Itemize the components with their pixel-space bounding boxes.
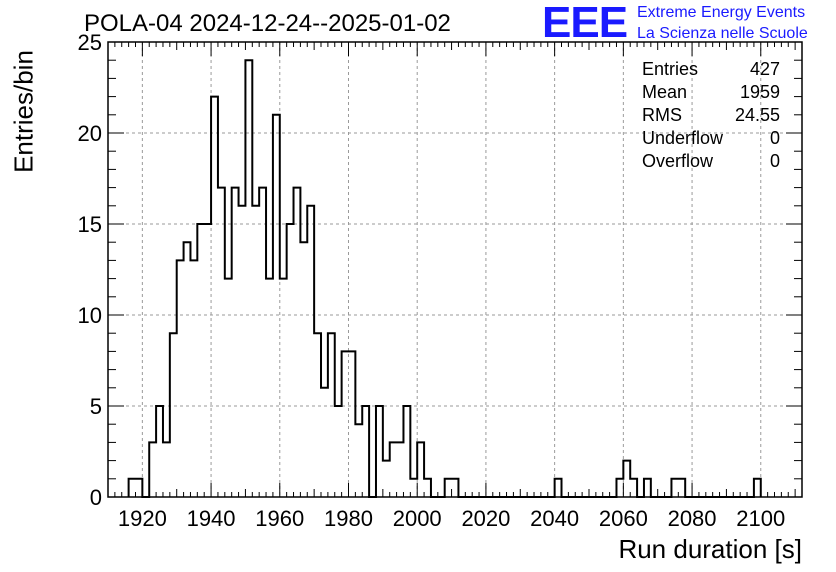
histogram-bin (754, 479, 761, 497)
stats-row-overflow: Overflow 0 (642, 150, 780, 173)
histogram-bin (644, 479, 651, 497)
stats-label: Overflow (642, 151, 714, 171)
histogram-bin (163, 442, 170, 497)
stats-value: 427 (749, 59, 780, 79)
histogram-bin (417, 442, 424, 497)
x-tick-label: 2080 (668, 506, 717, 531)
histogram-bin (307, 206, 314, 497)
histogram-bin (390, 442, 397, 497)
histogram-bin (397, 442, 404, 497)
stats-label: RMS (642, 105, 682, 125)
stats-value: 0 (769, 151, 780, 171)
y-tick-label: 25 (78, 30, 102, 55)
x-tick-label: 2060 (599, 506, 648, 531)
histogram-bin (225, 279, 232, 497)
stats-value: 1959 (739, 82, 780, 102)
histogram-bin (190, 260, 197, 497)
histogram-bin (170, 333, 177, 497)
histogram-bin (184, 242, 191, 497)
histogram-bin (671, 479, 678, 497)
histogram-bin (280, 279, 287, 497)
y-axis-label: Entries/bin (8, 50, 39, 173)
eee-logo: EEE (542, 0, 628, 47)
stats-label: Mean (642, 82, 688, 102)
histogram-bin (623, 461, 630, 497)
chart-title: POLA-04 2024-12-24--2025-01-02 (84, 10, 451, 37)
histogram-bin (149, 442, 156, 497)
histogram-bin (424, 479, 431, 497)
histogram-bin (383, 461, 390, 497)
histogram-bin (232, 188, 239, 497)
histogram-bin (616, 479, 623, 497)
histogram-bin (177, 260, 184, 497)
x-tick-label: 1940 (187, 506, 236, 531)
histogram-bin (355, 424, 362, 497)
histogram-series (127, 59, 762, 498)
histogram-bin (452, 479, 459, 497)
histogram-bin (328, 333, 335, 497)
histogram-bin (555, 479, 562, 497)
x-tick-label: 1980 (324, 506, 373, 531)
stats-value: 24.55 (734, 105, 780, 125)
histogram-bin (211, 97, 218, 497)
histogram-bin (403, 406, 410, 497)
histogram-bin (287, 224, 294, 497)
x-tick-label: 1960 (255, 506, 304, 531)
stats-box: Entries 427 Mean 1959 RMS 24.55 Underflow 0 … (642, 58, 780, 173)
y-tick-label: 20 (78, 121, 102, 146)
x-axis-label: Run duration [s] (618, 534, 802, 564)
stats-row-mean: Mean 1959 (642, 81, 780, 104)
histogram-bin (135, 479, 142, 497)
histogram-bin (294, 188, 301, 497)
histogram-bin (678, 479, 685, 497)
histogram-bin (129, 479, 136, 497)
x-tick-label: 2100 (736, 506, 785, 531)
logo-line-2: La Scienza nelle Scuole (637, 25, 808, 42)
logo-line-1: Extreme Energy Events (637, 4, 806, 21)
histogram-bin (300, 242, 307, 497)
histogram-bin (630, 479, 637, 497)
histogram-bin (335, 406, 342, 497)
histogram-bin (259, 188, 266, 497)
histogram-bin (410, 479, 417, 497)
histogram-bin (266, 279, 273, 497)
x-tick-label: 2020 (461, 506, 510, 531)
y-tick-label: 0 (90, 485, 102, 510)
x-tick-label: 2040 (530, 506, 579, 531)
y-tick-label: 10 (78, 303, 102, 328)
stats-label: Entries (642, 59, 699, 79)
histogram-bin (218, 188, 225, 497)
histogram-bin (204, 224, 211, 497)
histogram-bin (197, 224, 204, 497)
histogram-bin (445, 479, 452, 497)
x-tick-label: 2000 (393, 506, 442, 531)
histogram-bin (273, 115, 280, 497)
histogram-bin (156, 406, 163, 497)
histogram-bin (321, 388, 328, 497)
histogram-bin (342, 351, 349, 497)
histogram-bin (252, 206, 259, 497)
stats-row-underflow: Underflow 0 (642, 127, 780, 150)
histogram-bin (348, 351, 355, 497)
stats-value: 0 (769, 128, 780, 148)
histogram-bin (376, 406, 383, 497)
x-tick-label: 1920 (118, 506, 167, 531)
histogram-bin (239, 206, 246, 497)
histogram-bin (314, 333, 321, 497)
histogram-bin (362, 406, 369, 497)
y-tick-label: 5 (90, 394, 102, 419)
stats-label: Underflow (642, 128, 724, 148)
stats-row-rms: RMS 24.55 (642, 104, 780, 127)
stats-row-entries: Entries 427 (642, 58, 780, 81)
plot-frame (107, 41, 803, 498)
histogram-bin (245, 60, 252, 497)
y-tick-label: 15 (78, 212, 102, 237)
